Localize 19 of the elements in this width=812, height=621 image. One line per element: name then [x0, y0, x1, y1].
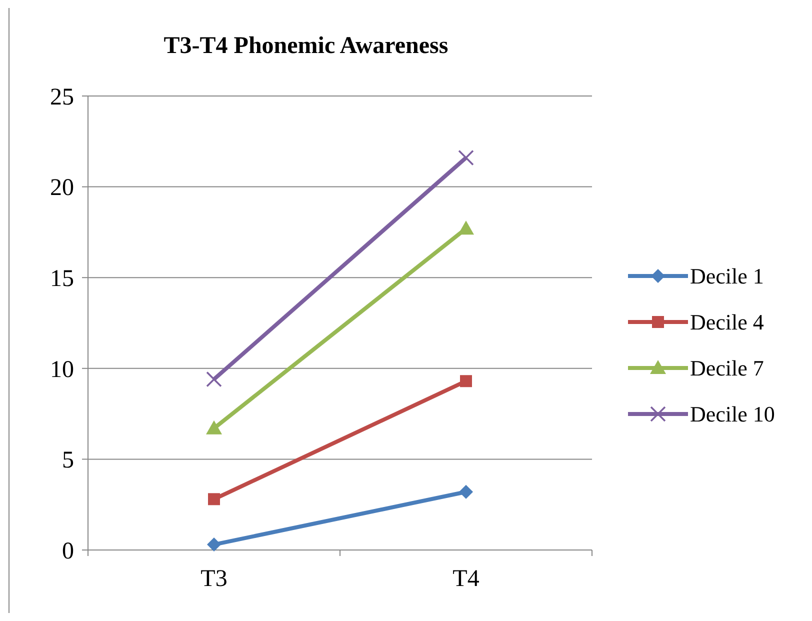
y-tick-label: 20 — [50, 175, 74, 202]
y-tick-label: 5 — [62, 448, 74, 474]
y-tick-label: 15 — [50, 266, 74, 292]
point — [459, 484, 473, 499]
chart-title: T3-T4 Phonemic Awareness — [164, 33, 448, 59]
point — [208, 493, 220, 506]
y-tick-label: 25 — [50, 84, 74, 110]
point — [458, 150, 474, 166]
point — [206, 371, 222, 388]
x-tick-label: T3 — [200, 566, 228, 592]
legend-label: Decile 7 — [690, 356, 764, 381]
y-tick-label: 0 — [62, 538, 74, 564]
y-tick-label: 10 — [50, 356, 74, 383]
legend-label: Decile 1 — [690, 264, 764, 289]
point — [207, 538, 221, 552]
legend-label: Decile 10 — [690, 402, 775, 427]
point — [460, 375, 472, 388]
x-tick-label: T4 — [452, 566, 480, 592]
legend-label: Decile 4 — [690, 310, 764, 335]
